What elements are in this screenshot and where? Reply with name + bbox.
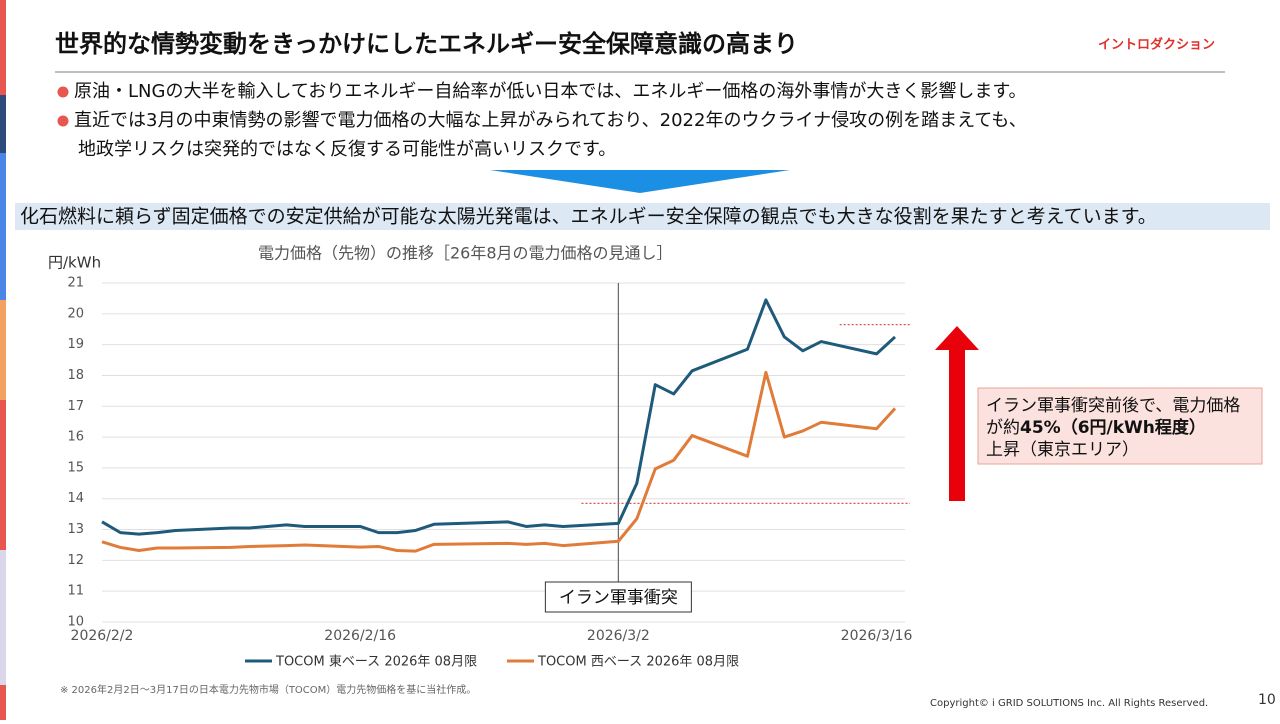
conclusion: 化石燃料に頼らず固定価格での安定供給が可能な太陽光発電は、エネルギー安全保障の観… xyxy=(20,206,1157,228)
chart: 円/kWh 電力価格（先物）の推移［26年8月の電力価格の見通し］ イラン軍事衝… xyxy=(48,244,1263,670)
callout-arrow xyxy=(935,326,979,501)
y-axis-label: 円/kWh xyxy=(48,254,101,272)
x-tick-label: 2026/2/2 xyxy=(71,628,134,644)
callout-text: イラン軍事衝突前後で、電力価格 xyxy=(986,396,1240,416)
callout-box xyxy=(977,387,1263,465)
bullet-dot xyxy=(57,115,69,127)
legend-label: TOCOM 東ベース 2026年 08月限 xyxy=(275,654,477,670)
callout-text: が約 xyxy=(986,418,1020,438)
footnote: ※ 2026年2月2日～3月17日の日本電力先物市場（TOCOM）電力先物価格を… xyxy=(60,683,476,696)
event-label: イラン軍事衝突 xyxy=(559,588,678,608)
y-tick-label: 11 xyxy=(67,584,84,599)
y-tick-label: 18 xyxy=(67,368,84,383)
copyright: Copyright© i GRID SOLUTIONS Inc. All Rig… xyxy=(930,698,1208,709)
series-line xyxy=(101,370,897,553)
x-tick-label: 2026/3/2 xyxy=(587,628,650,644)
bullet-text: 地政学リスクは突発的ではなく反復する可能性が高いリスクです。 xyxy=(78,139,616,160)
y-tick-label: 16 xyxy=(67,430,84,445)
section-tag: イントロダクション xyxy=(1098,37,1215,53)
x-tick-label: 2026/3/16 xyxy=(841,628,913,644)
y-tick-label: 13 xyxy=(67,522,84,537)
y-tick-label: 10 xyxy=(67,615,84,630)
y-tick-label: 17 xyxy=(67,399,84,414)
callout-text: 上昇（東京エリア） xyxy=(986,440,1139,460)
legend-label: TOCOM 西ベース 2026年 08月限 xyxy=(537,655,739,670)
y-tick-label: 15 xyxy=(67,460,84,475)
slide-title: 世界的な情勢変動をきっかけにしたエネルギー安全保障意識の高まり xyxy=(55,30,798,58)
page-number: 10 xyxy=(1258,692,1276,708)
y-tick-label: 20 xyxy=(67,306,84,321)
y-tick-label: 21 xyxy=(67,276,84,291)
conclusion-band xyxy=(15,203,1270,230)
callout-emphasis: 45%（6円/kWh程度） xyxy=(1020,417,1206,438)
event-label-box xyxy=(544,581,692,613)
y-tick-label: 19 xyxy=(67,337,84,352)
bullet-text: 原油・LNGの大半を輸入しておりエネルギー自給率が低い日本では、エネルギー価格の… xyxy=(74,81,1027,102)
chart-title: 電力価格（先物）の推移［26年8月の電力価格の見通し］ xyxy=(258,244,673,263)
side-stripe xyxy=(0,0,6,720)
bullet-text: 直近では3月の中東情勢の影響で電力価格の大幅な上昇がみられており、2022年のウ… xyxy=(74,110,1027,131)
callout-text: が約45%（6円/kWh程度） xyxy=(986,417,1206,438)
y-tick-label: 12 xyxy=(67,553,84,568)
series-line xyxy=(101,298,897,536)
bullet-dot xyxy=(57,86,69,98)
y-tick-label: 14 xyxy=(67,491,84,506)
down-arrow xyxy=(490,170,790,193)
x-tick-label: 2026/2/16 xyxy=(324,628,396,644)
